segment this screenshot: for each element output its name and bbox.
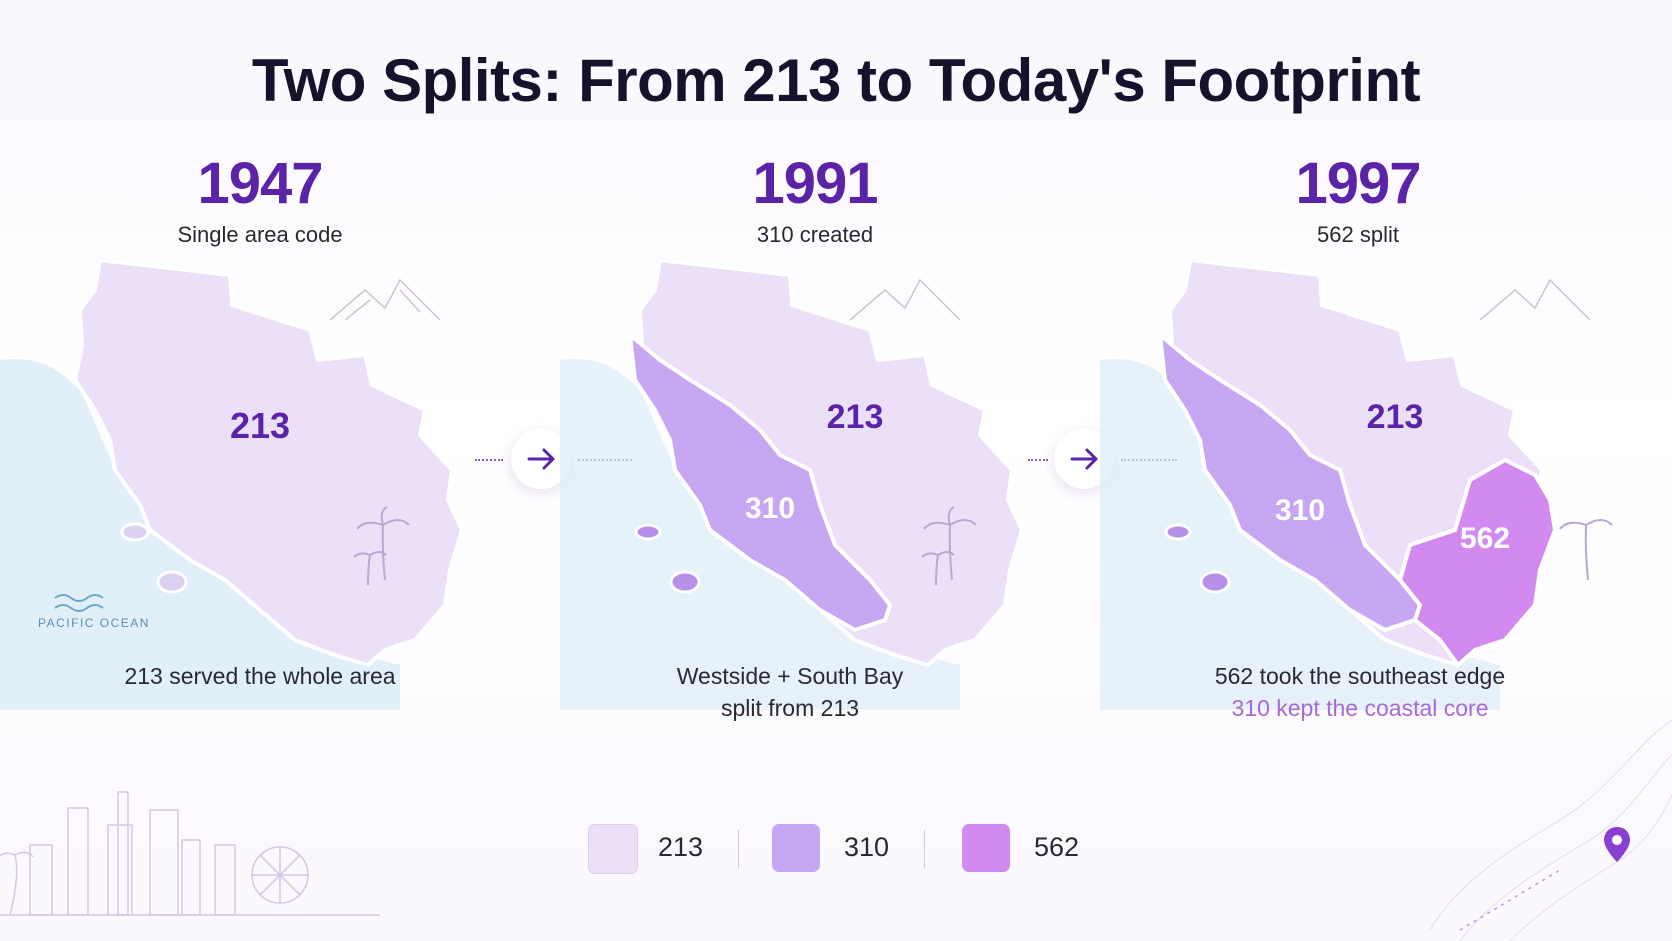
caption-line-1: Westside + South Bay — [676, 663, 904, 689]
legend: 213 310 562 — [588, 824, 1108, 874]
palm-tree-icon — [353, 506, 410, 586]
year-label: 1997 — [1295, 151, 1421, 216]
waves-icon — [54, 594, 104, 612]
caption: 213 served the whole area — [0, 660, 540, 692]
area-label-213: 213 — [827, 398, 884, 436]
page-title: Two Splits: From 213 to Today's Footprin… — [251, 47, 1421, 114]
legend-label-213: 213 — [658, 832, 704, 862]
caption-line-1: 213 served the whole area — [124, 663, 396, 689]
legend-swatch-213 — [588, 824, 638, 874]
caption-line-1: 562 took the southeast edge — [1214, 663, 1506, 689]
caption-line-2-accent: 310 kept the coastal core — [1231, 695, 1489, 721]
map-1947: 213 — [0, 260, 464, 710]
skyline-icon — [0, 791, 380, 916]
location-pin-icon — [1604, 827, 1630, 862]
legend-divider — [924, 830, 925, 868]
island — [1164, 523, 1192, 541]
palm-tree-icon — [1559, 519, 1613, 581]
mountains-icon — [329, 278, 441, 321]
panel-1947: 1947 Single area code 213 PACIFIC OCEAN … — [0, 150, 560, 770]
year-label: 1991 — [752, 151, 878, 216]
palm-tree-icon — [921, 506, 977, 586]
island — [1199, 570, 1231, 594]
panel-1991: 1991 310 created 213 310 Westside + Sout… — [560, 150, 1120, 770]
map-1991: 213 310 — [560, 260, 1024, 710]
area-label-562: 562 — [1460, 522, 1510, 555]
dotted-connector — [1028, 459, 1048, 461]
mountains-icon — [849, 278, 961, 321]
subtitle: 562 split — [1317, 222, 1399, 247]
island — [669, 570, 701, 594]
area-label-310: 310 — [745, 492, 795, 525]
caption: Westside + South Bay split from 213 — [510, 660, 1070, 724]
legend-divider — [738, 830, 739, 868]
dotted-connector — [475, 459, 503, 461]
arrow-right-icon — [527, 448, 555, 470]
year-label: 1947 — [197, 151, 323, 216]
map-1997: 213 310 562 — [1100, 260, 1613, 710]
area-label-310: 310 — [1275, 494, 1325, 527]
island — [120, 522, 150, 542]
topo-lines — [1429, 719, 1672, 941]
legend-label-562: 562 — [1034, 832, 1080, 862]
caption: 562 took the southeast edge 310 kept the… — [1080, 660, 1640, 724]
ocean-label: PACIFIC OCEAN — [38, 616, 150, 630]
area-label-213: 213 — [1367, 398, 1424, 436]
arrow-right-icon — [1070, 448, 1098, 470]
legend-swatch-562 — [962, 824, 1010, 872]
island — [634, 523, 662, 541]
area-562 — [1397, 457, 1558, 668]
legend-label-310: 310 — [844, 832, 890, 862]
island — [156, 570, 188, 594]
legend-swatch-310 — [772, 824, 820, 872]
subtitle: 310 created — [756, 222, 874, 247]
mountains-icon — [1479, 278, 1591, 321]
panel-1997: 1997 562 split 213 310 562 562 took the … — [1100, 150, 1660, 770]
caption-line-2: split from 213 — [720, 695, 860, 721]
area-label-213: 213 — [230, 405, 290, 446]
subtitle: Single area code — [177, 222, 343, 247]
area-310 — [627, 330, 893, 633]
